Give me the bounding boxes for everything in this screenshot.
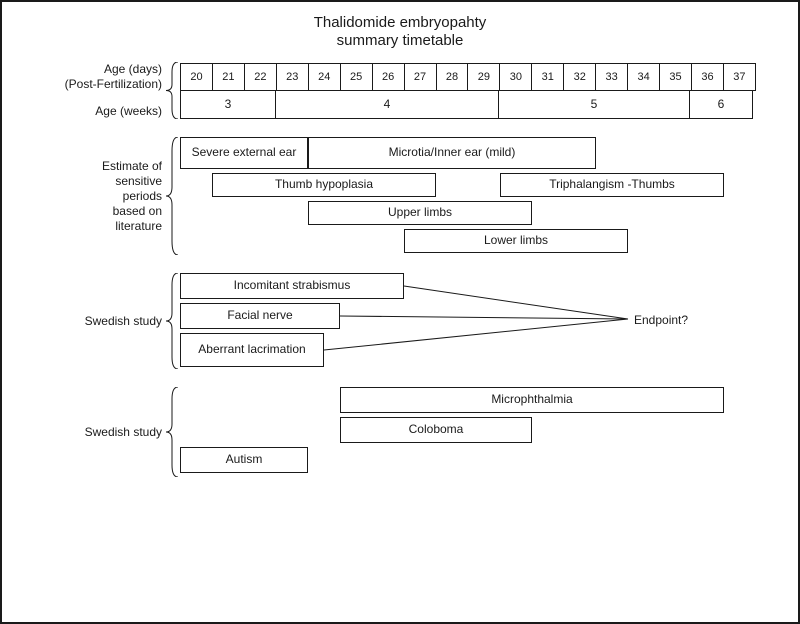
gantt-bar: Coloboma (340, 417, 532, 443)
swedish2-bars: Microphthalmia Coloboma Autism (180, 387, 756, 477)
header-label: Age (days) (Post-Fertilization) Age (wee… (24, 62, 166, 119)
gantt-bar: Microphthalmia (340, 387, 724, 413)
literature-label: Estimate of sensitive periods based on l… (24, 159, 166, 234)
lit-l1: Estimate of (102, 159, 162, 173)
lit-l3: periods (123, 189, 162, 203)
brace-swedish-2 (166, 387, 180, 477)
week-cell: 4 (275, 91, 499, 119)
gantt-bar: Aberrant lacrimation (180, 333, 324, 367)
day-cell: 29 (467, 63, 500, 91)
gantt-bar: Triphalangism -Thumbs (500, 173, 724, 197)
day-cell: 37 (723, 63, 756, 91)
day-cell: 25 (340, 63, 373, 91)
section-literature: Estimate of sensitive periods based on l… (24, 137, 776, 255)
day-cell: 35 (659, 63, 692, 91)
week-cell: 5 (498, 91, 690, 119)
swedish2-text: Swedish study (85, 425, 162, 439)
weeks-row: 3456 (180, 91, 756, 119)
gantt-bar: Incomitant strabismus (180, 273, 404, 299)
day-cell: 36 (691, 63, 724, 91)
day-cell: 32 (563, 63, 596, 91)
day-cell: 21 (212, 63, 245, 91)
brace-header (166, 62, 180, 119)
day-cell: 30 (499, 63, 532, 91)
gantt-bar: Microtia/Inner ear (mild) (308, 137, 596, 169)
day-cell: 27 (404, 63, 437, 91)
lit-l2: sensitive (115, 174, 162, 188)
lit-l4: based on (113, 204, 162, 218)
diagram-title: Thalidomide embryopahty summary timetabl… (24, 14, 776, 50)
gantt-bar: Thumb hypoplasia (212, 173, 436, 197)
week-cell: 6 (689, 91, 753, 119)
literature-bars: Severe external earMicrotia/Inner ear (m… (180, 137, 756, 255)
day-cell: 20 (180, 63, 213, 91)
section-swedish-1: Swedish study Incomitant strabismus Facia… (24, 273, 776, 369)
section-swedish-2: Swedish study Microphthalmia Coloboma Auti… (24, 387, 776, 477)
gantt-bar: Upper limbs (308, 201, 532, 225)
diagram-frame: Thalidomide embryopahty summary timetabl… (0, 0, 800, 624)
day-cell: 22 (244, 63, 277, 91)
day-cell: 26 (372, 63, 405, 91)
brace-literature (166, 137, 180, 255)
brace-swedish-1 (166, 273, 180, 369)
age-weeks-label: Age (weeks) (95, 104, 162, 118)
day-cell: 24 (308, 63, 341, 91)
day-cell: 34 (627, 63, 660, 91)
gantt-bar: Lower limbs (404, 229, 628, 253)
lit-l5: literature (115, 219, 162, 233)
week-cell: 3 (180, 91, 276, 119)
day-cell: 28 (436, 63, 469, 91)
gantt-bar: Severe external ear (180, 137, 308, 169)
header-timeline: 202122232425262728293031323334353637 345… (180, 63, 756, 119)
swedish1-text: Swedish study (85, 314, 162, 328)
days-row: 202122232425262728293031323334353637 (180, 63, 756, 91)
gantt-bar: Facial nerve (180, 303, 340, 329)
title-line1: Thalidomide embryopahty (314, 14, 487, 31)
swedish1-label: Swedish study (24, 314, 166, 329)
age-days-label-1: Age (days) (104, 62, 162, 76)
title-line2: summary timetable (337, 32, 464, 49)
endpoint-label: Endpoint? (634, 313, 688, 327)
header-row: Age (days) (Post-Fertilization) Age (wee… (24, 62, 776, 119)
age-days-label-2: (Post-Fertilization) (65, 77, 162, 91)
gantt-bar: Autism (180, 447, 308, 473)
swedish1-bars: Incomitant strabismus Facial nerve Aberran… (180, 273, 756, 369)
day-cell: 31 (531, 63, 564, 91)
swedish2-label: Swedish study (24, 425, 166, 440)
day-cell: 33 (595, 63, 628, 91)
day-cell: 23 (276, 63, 309, 91)
